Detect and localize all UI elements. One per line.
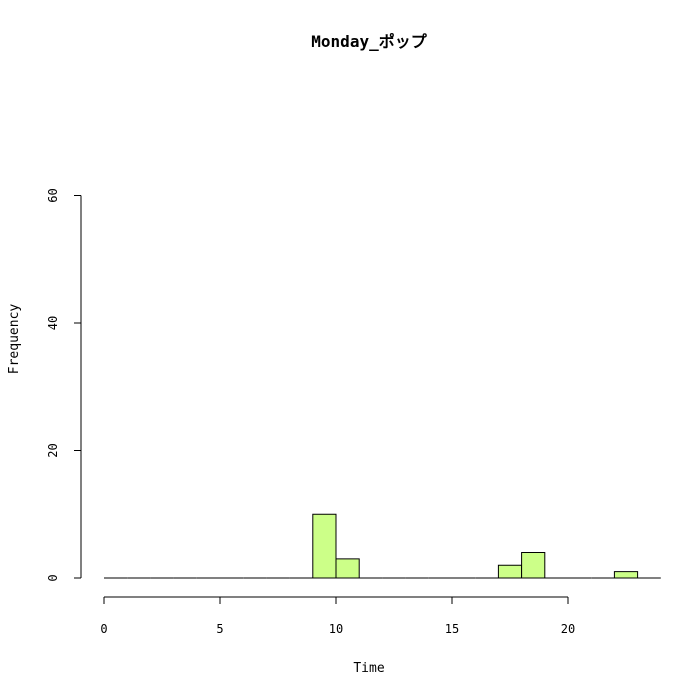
y-tick-label-40: 40 (46, 316, 60, 330)
x-tick-label-15: 15 (445, 622, 459, 636)
bars-group (104, 513, 661, 579)
histogram-bar-10 (335, 558, 360, 579)
y-axis-label: Frequency (7, 304, 22, 375)
x-tick-label-10: 10 (329, 622, 343, 636)
x-axis-label: Time (353, 661, 384, 676)
chart-title: Monday_ポップ (311, 32, 427, 51)
histogram-bar-18 (521, 552, 546, 579)
histogram-bar-17 (497, 564, 523, 579)
histogram-bar-9 (312, 513, 337, 579)
x-tick-label-0: 0 (100, 622, 107, 636)
y-tick-label-60: 60 (46, 188, 60, 202)
y-axis: 0 20 40 60 (46, 188, 82, 582)
x-tick-label-5: 5 (216, 622, 223, 636)
histogram-bar-22 (613, 571, 639, 579)
y-tick-label-20: 20 (46, 443, 60, 457)
x-axis: 0 5 10 15 20 (100, 596, 575, 636)
x-tick-label-20: 20 (561, 622, 575, 636)
y-tick-label-0: 0 (46, 574, 60, 581)
